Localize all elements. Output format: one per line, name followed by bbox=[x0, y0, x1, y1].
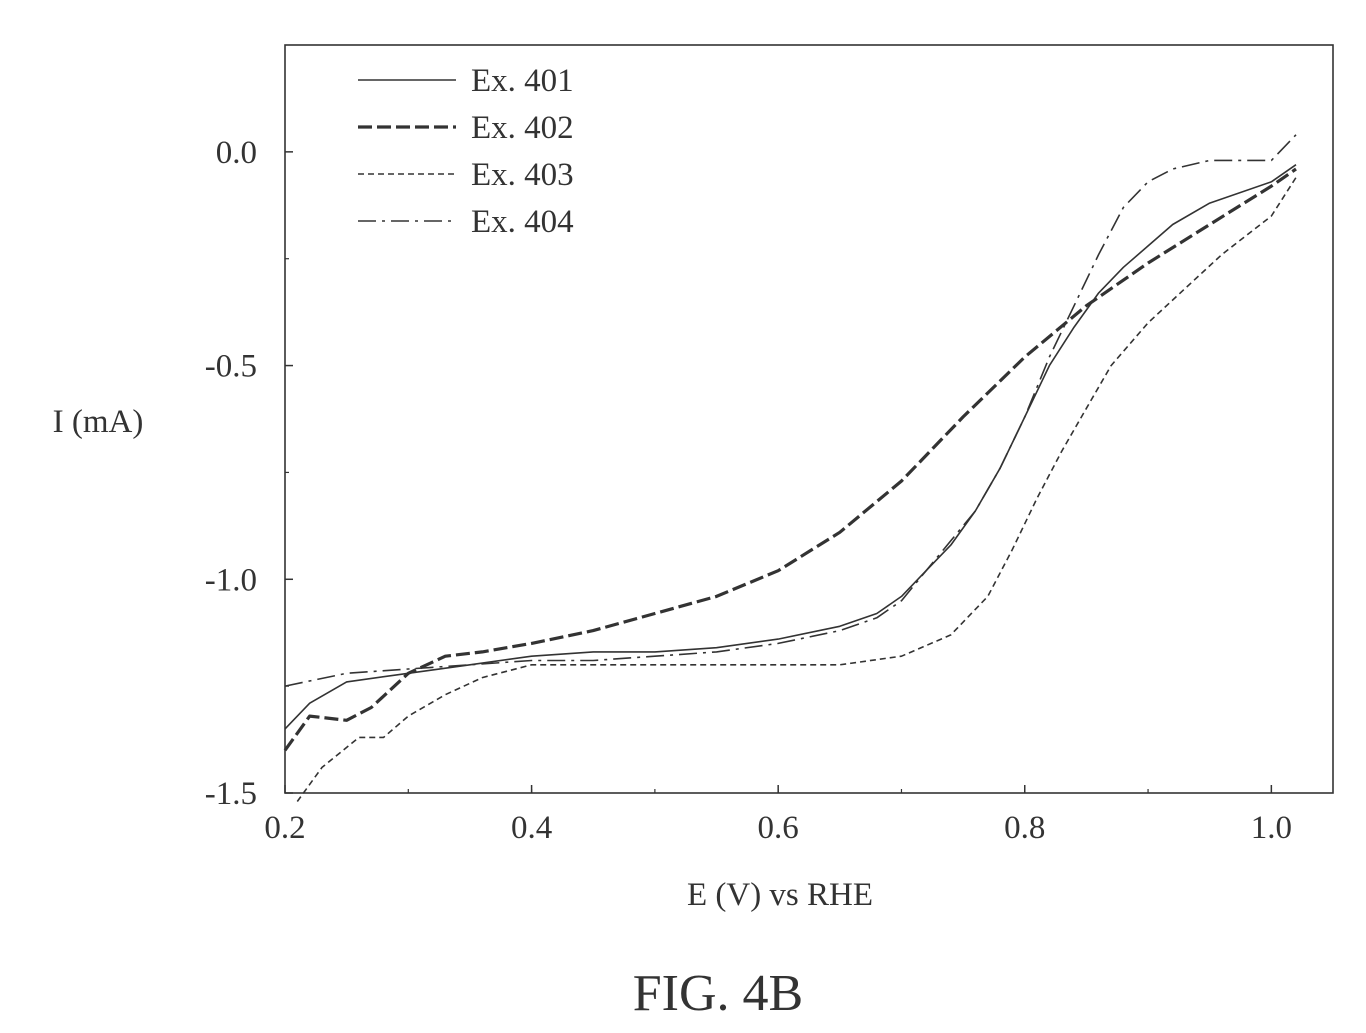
legend-label: Ex. 404 bbox=[471, 204, 574, 240]
figure-label: FIG. 4B bbox=[633, 965, 803, 1022]
y-axis-label: I (mA) bbox=[53, 404, 144, 440]
x-axis-label: E (V) vs RHE bbox=[687, 877, 873, 913]
series-line-3 bbox=[296, 177, 1297, 802]
x-tick-label: 0.6 bbox=[758, 810, 799, 846]
tick-group: 0.2 0.4 0.6 0.8 1.0 0.0 -0.5 -1.0 -1.5 bbox=[205, 135, 1292, 846]
legend-label: Ex. 401 bbox=[471, 63, 574, 99]
x-tick-label: 0.2 bbox=[264, 810, 305, 846]
series-group bbox=[283, 134, 1297, 802]
legend-label: Ex. 403 bbox=[471, 157, 574, 193]
y-tick-label: -1.0 bbox=[205, 562, 257, 598]
legend: Ex. 401 Ex. 402 Ex. 403 Ex. 404 bbox=[358, 63, 574, 240]
y-tick-label: -0.5 bbox=[205, 349, 257, 385]
x-tick-label: 0.4 bbox=[511, 810, 552, 846]
series-line-1 bbox=[284, 164, 1297, 730]
series-line-2 bbox=[283, 167, 1297, 752]
series-line-4 bbox=[284, 134, 1297, 687]
plot-frame bbox=[284, 44, 1334, 794]
y-tick-label: 0.0 bbox=[216, 135, 257, 171]
y-tick-label: -1.5 bbox=[205, 776, 257, 812]
x-tick-label: 1.0 bbox=[1251, 810, 1292, 846]
x-tick-label: 0.8 bbox=[1004, 810, 1045, 846]
legend-label: Ex. 402 bbox=[471, 110, 574, 146]
